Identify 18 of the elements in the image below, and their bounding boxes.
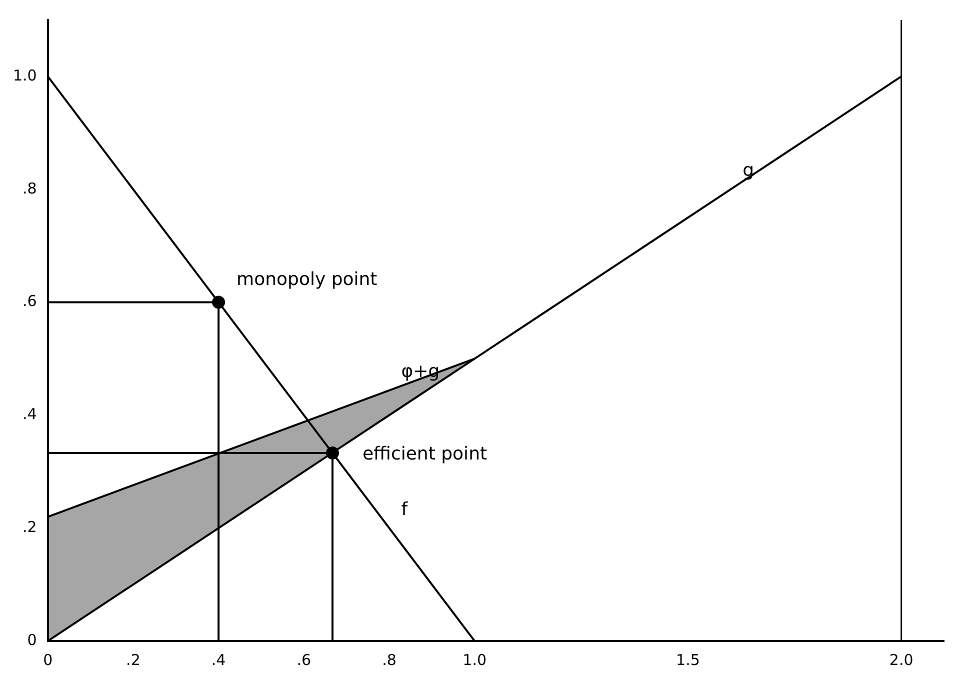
x-tick-label: .4 — [211, 650, 226, 669]
y-tick-label: .8 — [22, 179, 37, 198]
x-tick-label: 2.0 — [889, 650, 914, 669]
annotation: monopoly point — [236, 268, 378, 290]
series-label: f — [401, 498, 408, 520]
x-tick-label: 0 — [43, 650, 53, 669]
annotation: efficient point — [362, 444, 488, 465]
y-tick-label: .2 — [22, 518, 37, 536]
y-tick-label: .4 — [22, 405, 37, 424]
x-tick-label: 1.0 — [462, 650, 487, 669]
series-label: φ+g — [401, 361, 440, 382]
x-tick-label: 1.5 — [676, 650, 700, 669]
x-tick-label: .2 — [126, 650, 140, 669]
y-tick-label: 1.0 — [12, 66, 37, 84]
y-tick-label: 0 — [27, 630, 37, 649]
x-tick-label: .8 — [382, 650, 396, 669]
y-tick-label: .6 — [22, 292, 37, 310]
x-tick-label: .6 — [296, 650, 312, 669]
